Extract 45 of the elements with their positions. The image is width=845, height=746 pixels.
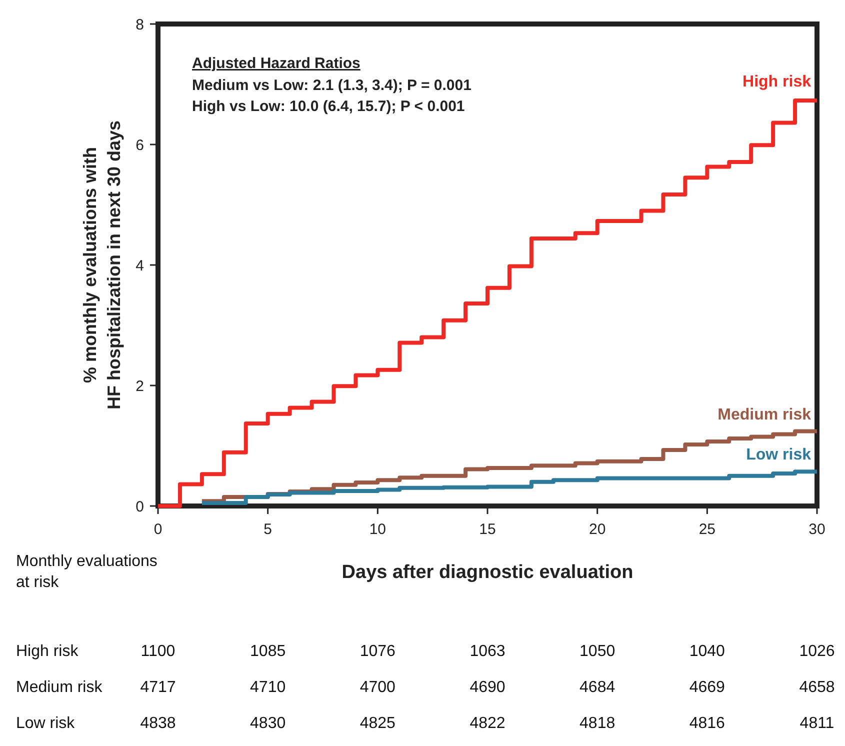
y-tick-label: 8 [136, 16, 144, 34]
text: 1100 [140, 643, 176, 660]
text: 1076 [360, 643, 396, 660]
text: 4700 [360, 679, 396, 696]
x-tick-label: 5 [264, 521, 272, 538]
x-tick-label: 0 [154, 521, 162, 538]
x-tick-label: 20 [588, 521, 606, 538]
y-tick-label: 2 [136, 378, 144, 395]
text: 4710 [250, 679, 286, 696]
series-label: Low risk [746, 446, 812, 464]
y-axis-title: % monthly evaluations with HF hospitalization in next 30 days [80, 120, 124, 410]
series-label: Medium risk [718, 406, 812, 424]
text: 1050 [580, 643, 616, 660]
text: 4818 [580, 715, 616, 732]
text: 4830 [250, 715, 286, 732]
text: 4669 [689, 679, 726, 696]
text: Monthly evaluations at risk [16, 553, 158, 591]
text: 4811 [800, 715, 834, 732]
text: 4816 [689, 715, 726, 732]
y-tick-label: 6 [136, 136, 144, 154]
text: Medium risk [16, 679, 104, 696]
text: Low risk [16, 715, 76, 732]
y-tick-label: 4 [136, 257, 144, 274]
series-label: High risk [742, 74, 812, 91]
x-tick-label: 25 [698, 521, 716, 538]
x-axis-title: Days after diagnostic evaluation [342, 562, 634, 583]
text: 4822 [470, 715, 506, 732]
text: 1085 [250, 643, 286, 660]
text: 4690 [470, 679, 506, 696]
annotation: Medium vs Low: 2.1 (1.3, 3.4); P = 0.001 [192, 77, 472, 94]
annotation: High vs Low: 10.0 (6.4, 15.7); P < 0.001 [192, 98, 465, 115]
text: 4658 [799, 679, 835, 696]
y-tick-label: 0 [136, 498, 144, 516]
x-tick-label: 15 [479, 521, 496, 538]
text: 4684 [580, 679, 616, 696]
text: 4825 [360, 715, 396, 732]
text: 1040 [689, 643, 726, 660]
annotation: Adjusted Hazard Ratios [192, 55, 360, 72]
x-tick-label: 10 [369, 521, 386, 538]
text: 4838 [140, 715, 176, 732]
text: 4717 [140, 679, 176, 696]
text: 1026 [799, 643, 835, 660]
x-tick-label: 30 [808, 521, 826, 538]
text: High risk [16, 643, 80, 660]
text: 1063 [470, 643, 506, 660]
